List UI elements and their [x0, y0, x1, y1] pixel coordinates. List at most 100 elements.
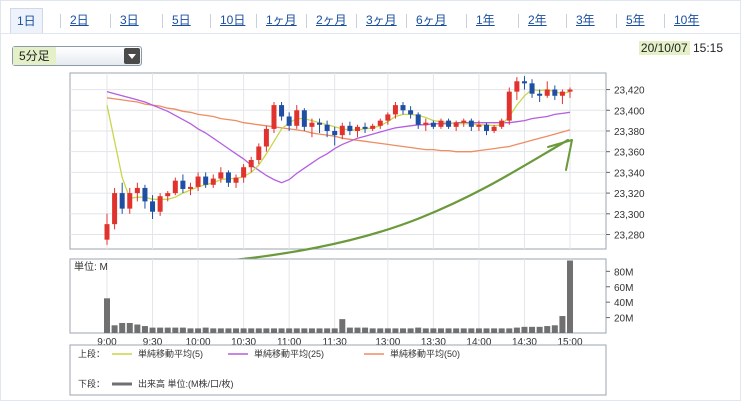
volume-panel: [69, 258, 607, 334]
volume-bar: [483, 328, 490, 333]
volume-bar: [172, 327, 179, 333]
candle-body: [180, 180, 186, 189]
tab-separator: [256, 14, 257, 28]
tab-4[interactable]: 10日: [220, 13, 246, 27]
volume-bar: [551, 325, 558, 333]
interval-select[interactable]: 5分足: [12, 46, 142, 66]
candle-body: [294, 110, 300, 126]
candle-body: [279, 105, 285, 117]
volume-bar: [141, 326, 148, 333]
volume-unit-label: 単位: M: [74, 260, 108, 273]
tab-0[interactable]: 1日: [10, 8, 43, 33]
tab-11[interactable]: 3年: [576, 13, 595, 27]
candle-body: [332, 130, 338, 136]
legend-box: [69, 344, 607, 396]
candle-body: [187, 186, 193, 189]
candle-body: [392, 105, 398, 115]
tab-1[interactable]: 2日: [70, 13, 89, 27]
candle-body: [157, 196, 163, 212]
volume-bar: [422, 328, 429, 333]
volume-bar: [400, 328, 407, 333]
tab-separator: [566, 14, 567, 28]
candle-body: [134, 187, 140, 194]
volume-bar: [544, 326, 551, 333]
volume-bar: [377, 328, 384, 333]
tab-13[interactable]: 10年: [674, 13, 700, 27]
tab-6[interactable]: 2ヶ月: [316, 13, 347, 27]
tab-12[interactable]: 5年: [626, 13, 645, 27]
candle-body: [354, 126, 360, 131]
candle-body: [430, 122, 436, 127]
candle-body: [317, 122, 323, 125]
candle-body: [423, 122, 429, 125]
candle-body: [218, 172, 224, 179]
candle-body: [385, 114, 391, 121]
volume-bar: [157, 327, 164, 333]
volume-y-label: 40M: [614, 298, 633, 309]
volume-bar: [324, 328, 331, 333]
tab-8[interactable]: 6ヶ月: [416, 13, 447, 27]
y-tick-label: 23,340: [614, 168, 645, 179]
tabs-divider: [0, 33, 741, 34]
volume-bar: [354, 327, 361, 333]
candle-body: [537, 93, 543, 96]
volume-bar: [536, 326, 543, 333]
candle-body: [484, 124, 490, 131]
candle-body: [408, 110, 414, 115]
tab-separator: [110, 14, 111, 28]
volume-bar: [346, 327, 353, 333]
volume-bar: [202, 327, 209, 333]
x-tick-label: 11:30: [323, 337, 348, 348]
volume-bar: [210, 328, 217, 333]
x-tick-label: 13:30: [421, 337, 446, 348]
volume-bar: [521, 326, 528, 333]
tab-separator: [306, 14, 307, 28]
candle-body: [529, 83, 535, 94]
last-update-date: 20/10/07: [638, 41, 690, 55]
tab-9[interactable]: 1年: [476, 13, 495, 27]
volume-bar: [567, 260, 573, 333]
candle-body: [461, 120, 467, 123]
tab-separator: [518, 14, 519, 28]
tab-5[interactable]: 1ヶ月: [266, 13, 297, 27]
candle-body: [248, 159, 254, 168]
tab-7[interactable]: 3ヶ月: [366, 13, 397, 27]
candle-body: [286, 116, 292, 126]
volume-bar: [255, 328, 262, 333]
candle-body: [127, 193, 133, 209]
legend-ma5-label: 単純移動平均(5): [138, 348, 203, 359]
price-panel: [69, 72, 607, 250]
x-tick-label: 14:30: [512, 337, 537, 348]
volume-bar: [445, 328, 452, 333]
volume-y-label: 20M: [614, 314, 633, 325]
tab-2[interactable]: 3日: [120, 13, 139, 27]
candle-body: [119, 193, 125, 209]
volume-bar: [392, 328, 399, 333]
candle-body: [324, 124, 330, 131]
x-tick-label: 15:00: [557, 337, 582, 348]
legend-volume-label: 出来高 単位:(M株/口/枚): [138, 378, 234, 389]
chevron-down-icon[interactable]: [124, 48, 140, 64]
candle-body: [104, 224, 110, 240]
legend-lower-label: 下段：: [78, 378, 105, 389]
volume-bar: [491, 328, 498, 333]
x-tick-label: 10:30: [231, 337, 256, 348]
x-tick-label: 9:30: [143, 337, 163, 348]
volume-y-label: 60M: [614, 283, 633, 294]
candle-body: [476, 124, 482, 127]
volume-bar: [134, 324, 141, 333]
ma5-line: [106, 88, 571, 200]
tab-10[interactable]: 2年: [528, 13, 547, 27]
volume-bar: [149, 327, 156, 333]
tab-3[interactable]: 5日: [172, 13, 191, 27]
volume-bar: [407, 328, 414, 333]
candle-body: [233, 177, 239, 183]
tab-separator: [664, 14, 665, 28]
x-tick-label: 14:00: [466, 337, 491, 348]
volume-bar: [164, 327, 171, 333]
legend-ma50-label: 単純移動平均(50): [390, 348, 460, 359]
candle-body: [438, 120, 444, 127]
volume-bar: [179, 327, 186, 333]
volume-bar: [308, 328, 315, 333]
tab-separator: [616, 14, 617, 28]
